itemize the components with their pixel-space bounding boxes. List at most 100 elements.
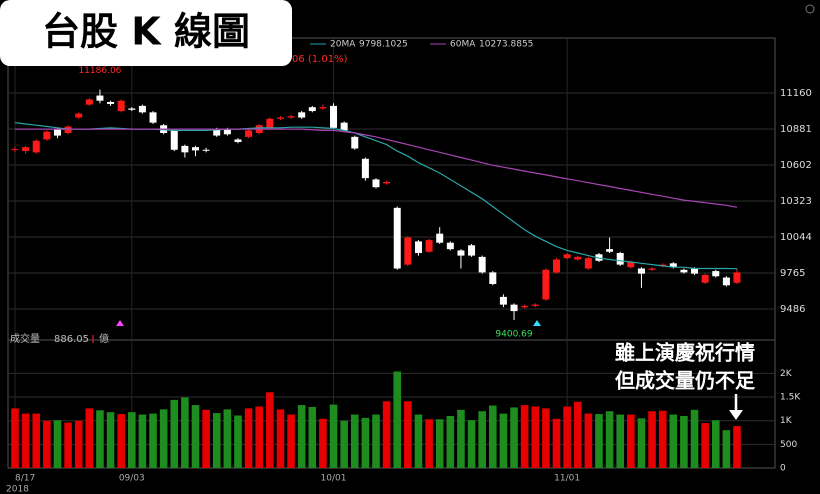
candle-body (733, 272, 741, 283)
candle-body (574, 256, 582, 260)
candle-body (521, 305, 529, 308)
volume-bar (350, 414, 359, 468)
candle-body (722, 277, 730, 286)
volume-bar (266, 392, 274, 468)
settings-icon[interactable] (805, 4, 815, 14)
annotation-arrowhead (729, 410, 743, 420)
candle-body (499, 296, 507, 305)
candle-body (563, 254, 571, 259)
candle-body (85, 99, 93, 105)
v-tick-label: 0 (780, 464, 786, 474)
candle-body (181, 145, 189, 153)
low-label: 9400.69 (495, 330, 532, 340)
candle-body (202, 149, 210, 151)
volume-bar (478, 411, 486, 468)
candle-body (701, 274, 709, 283)
volume-bar (21, 413, 30, 468)
candle-body (595, 254, 603, 261)
candle-body (245, 130, 253, 137)
candle-body (659, 264, 667, 266)
volume-bar (159, 409, 168, 468)
candle-body (383, 182, 391, 184)
volume-bar (117, 414, 125, 468)
v-tick-label: 1K (780, 416, 793, 426)
candle-body (170, 130, 178, 150)
x-tick-label: 11/01 (554, 474, 580, 484)
candle-body (22, 147, 30, 152)
candle-body (425, 240, 433, 252)
legend-value: 10273.8855 (479, 40, 533, 50)
candle-body (43, 131, 51, 140)
candle-body (404, 237, 412, 265)
volume-bar (361, 417, 370, 468)
title-box (0, 0, 292, 66)
volume-bar (191, 405, 200, 468)
y-tick-label: 9486 (780, 304, 805, 315)
candle-body (468, 245, 476, 256)
volume-bar (520, 405, 529, 468)
volume-bar (425, 419, 433, 468)
volume-bar (276, 409, 285, 468)
volume-bar (488, 405, 497, 468)
candle-body (11, 149, 19, 151)
volume-bar (372, 414, 380, 468)
volume-bar (573, 401, 582, 468)
signal-marker (116, 320, 124, 326)
candle-body (340, 122, 348, 131)
candle-body (627, 262, 635, 268)
candle-body (393, 207, 401, 269)
candle-body (680, 269, 688, 273)
candle-body (351, 136, 359, 149)
volume-bar (393, 371, 402, 468)
signal-marker (533, 320, 541, 326)
volume-bar (43, 420, 51, 468)
volume-bar (308, 406, 317, 468)
candle-body (542, 269, 550, 300)
candle-body (372, 179, 380, 188)
candle-body (223, 129, 231, 135)
candle-body (96, 95, 104, 101)
candle-body (107, 102, 115, 104)
volume-bar (680, 415, 688, 468)
volume-bar (32, 413, 41, 468)
volume-bar (223, 409, 232, 468)
volume-bar (255, 406, 264, 468)
candle-body (531, 304, 539, 306)
volume-bar (382, 401, 391, 468)
volume-bar (690, 409, 699, 468)
volume-bar (648, 411, 656, 468)
y-tick-label: 10323 (780, 196, 812, 207)
x-tick-label: 10/01 (321, 474, 347, 484)
candle-body (457, 250, 465, 256)
volume-bar (202, 409, 210, 468)
candle-body (330, 105, 338, 128)
y-tick-label: 10602 (780, 160, 812, 171)
volume-bar (584, 413, 593, 468)
candle-body (266, 118, 274, 128)
candle-body (117, 100, 125, 112)
candle-body (32, 140, 40, 153)
volume-bar (499, 413, 508, 468)
candle-body (616, 253, 624, 265)
volume-bar (711, 420, 720, 468)
candle-body (64, 126, 72, 133)
volume-bar (234, 415, 242, 468)
legend-name: 60MA (450, 40, 476, 50)
volume-bar (53, 420, 62, 468)
candle-body (648, 268, 656, 270)
volume-bar (563, 406, 571, 468)
candle-body (606, 249, 614, 252)
frame (7, 37, 776, 469)
candle-body (138, 105, 146, 113)
volume-bar (733, 426, 741, 468)
candle-body (489, 272, 497, 284)
x-tick-label: 09/03 (119, 474, 145, 484)
v-tick-label: 2K (780, 369, 793, 379)
volume-bar (552, 418, 561, 468)
legend-name: 20MA (330, 40, 356, 50)
candle-body (128, 108, 136, 110)
v-tick-label: 500 (780, 440, 797, 450)
candle-body (75, 113, 83, 118)
candle-body (308, 107, 316, 112)
